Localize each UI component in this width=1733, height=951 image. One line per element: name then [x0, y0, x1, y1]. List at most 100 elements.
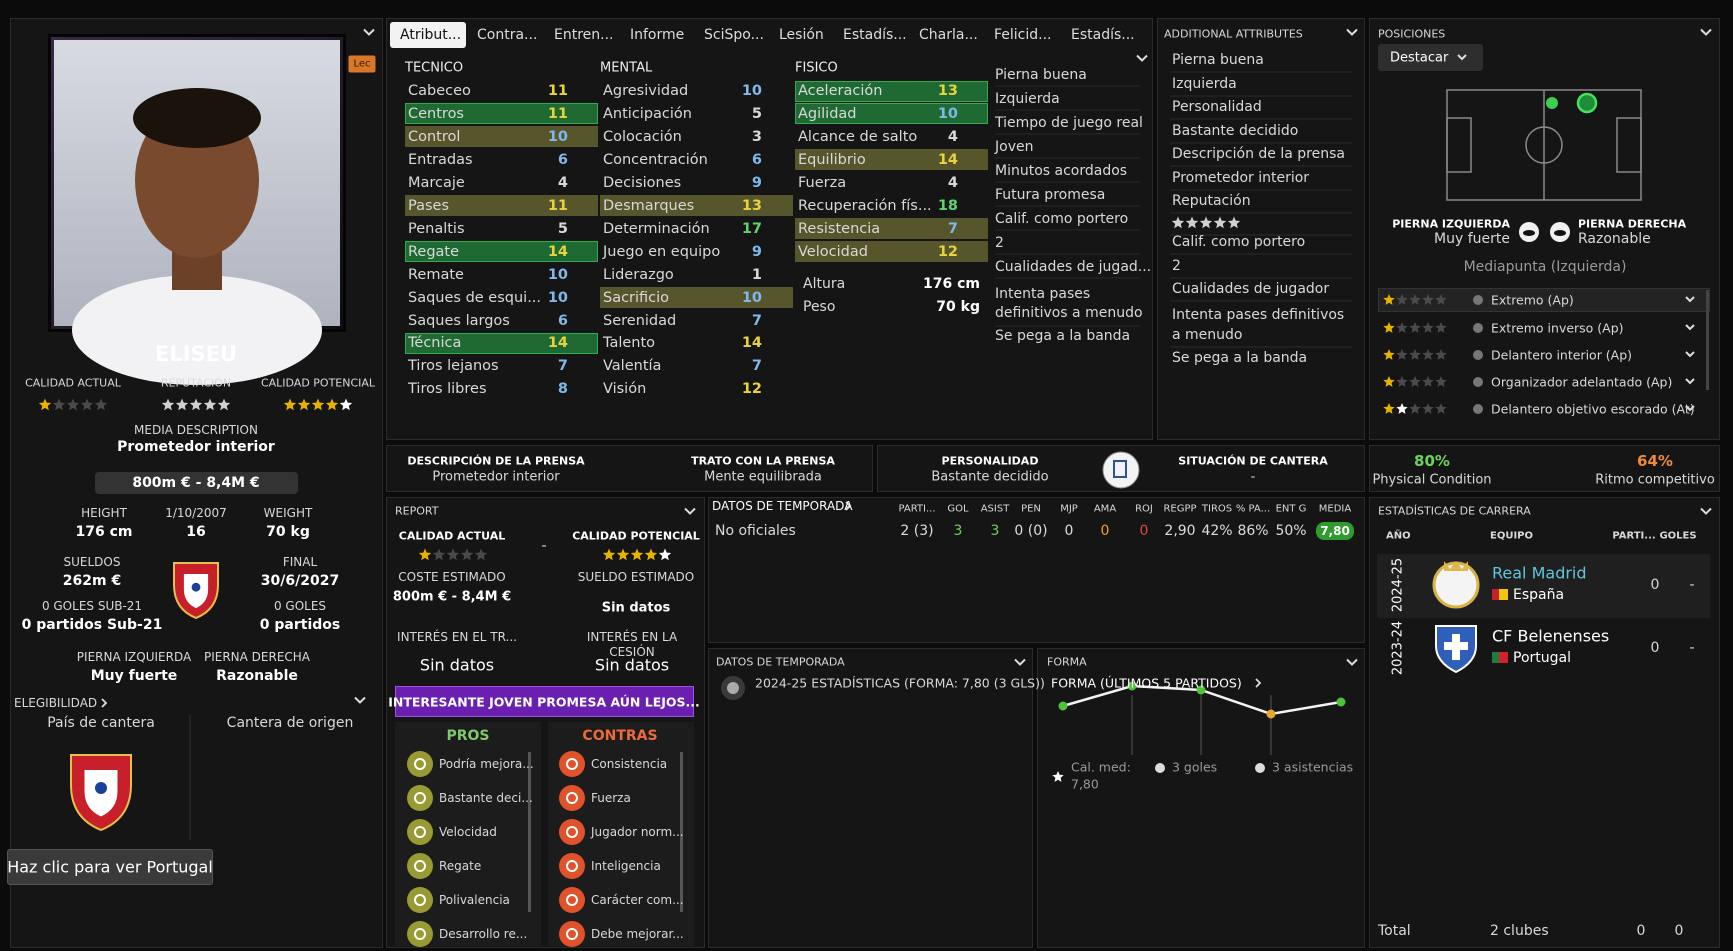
- attribute-value: 17: [741, 220, 762, 237]
- tab-active: [390, 22, 466, 48]
- con-item: Fuerza: [591, 791, 631, 805]
- attribute-value: 9: [751, 243, 762, 260]
- player-name: ELISEU: [154, 342, 238, 366]
- career-total: 0: [1636, 923, 1646, 939]
- photo: [54, 40, 340, 326]
- tab[interactable]: Contra...: [477, 27, 538, 43]
- report-banner: [395, 686, 694, 717]
- attribute-name: Recuperación fís...: [798, 197, 932, 214]
- tab[interactable]: Charla...: [919, 27, 978, 43]
- tab[interactable]: Felicid...: [994, 27, 1052, 43]
- additional-item: Calif. como portero: [1172, 234, 1306, 250]
- attribute-name: Penaltis: [408, 220, 465, 237]
- attribute-note: Intenta pases definitivos a menudo: [995, 286, 1143, 321]
- season-value: 0: [1139, 523, 1149, 539]
- condition-panel: [1369, 445, 1720, 492]
- attribute-name: Decisiones: [603, 174, 682, 191]
- pro-item: Velocidad: [439, 825, 497, 839]
- season-row-label: No oficiales: [715, 523, 796, 539]
- attribute-name: Concentración: [603, 151, 708, 168]
- attribute-name: Talento: [603, 335, 656, 352]
- report-label: SUELDO ESTIMADO: [577, 570, 695, 584]
- eligibility-column: Cantera de origen: [226, 715, 354, 731]
- rating-label: CALIDAD POTENCIAL: [260, 376, 376, 390]
- additional-item: Intenta pases definitivos a menudo: [1172, 307, 1345, 343]
- tooltip: [7, 849, 213, 885]
- attribute-group-title: FISICO: [795, 60, 838, 76]
- attribute-value: 6: [751, 151, 762, 168]
- season-column: MJP: [1060, 503, 1078, 515]
- press-label: DESCRIPCIÓN DE LA PRENSA: [407, 454, 585, 468]
- season-column: PEN: [1021, 503, 1041, 515]
- press-value: Bastante decidido: [931, 469, 1049, 485]
- season-value: 0: [1100, 523, 1110, 539]
- attribute-value: 13: [937, 83, 958, 99]
- position-name: Mediapunta (Izquierda): [1463, 259, 1627, 275]
- form-panel: [1037, 648, 1365, 948]
- tab[interactable]: Estadís...: [843, 27, 907, 43]
- career-season: 2023-24: [1390, 620, 1406, 676]
- foot-label: PIERNA DERECHA: [1578, 217, 1687, 231]
- career-apps: 0: [1650, 577, 1660, 593]
- season-value: 0 (0): [1014, 523, 1048, 539]
- additional-item: Personalidad: [1172, 99, 1262, 115]
- attribute-name: Valentía: [603, 358, 662, 375]
- season-value: 50%: [1275, 523, 1307, 539]
- season-value: 2 (3): [900, 523, 934, 539]
- rating-label: REPUTACIÓN: [160, 376, 232, 390]
- career-apps: 0: [1650, 640, 1660, 656]
- attribute-value: 13: [741, 197, 762, 214]
- press-value: Mente equilibrada: [704, 469, 822, 485]
- press-label: SITUACIÓN DE CANTERA: [1178, 454, 1328, 468]
- attribute-value: 14: [547, 243, 568, 260]
- attribute-highlight: [600, 195, 793, 217]
- tab[interactable]: Lesión: [779, 27, 824, 43]
- attribute-note: Minutos acordados: [995, 163, 1128, 179]
- tab[interactable]: SciSpo...: [704, 27, 764, 43]
- foot-value: Razonable: [1578, 231, 1651, 247]
- additional-item: Izquierda: [1172, 76, 1237, 92]
- season-value: 0: [1064, 523, 1074, 539]
- fact-label: 0 GOLES: [273, 599, 327, 613]
- body-value: 70 kg: [936, 299, 980, 315]
- career-column: AÑO: [1386, 530, 1411, 542]
- report-value: 800m € - 8,4M €: [392, 589, 512, 605]
- attribute-value: 1: [751, 266, 762, 283]
- attribute-highlight: [405, 332, 598, 354]
- season-column: ASIST: [980, 503, 1010, 515]
- attribute-value: 10: [741, 83, 762, 99]
- fact-label: WEIGHT: [263, 506, 313, 520]
- role-name[interactable]: Organizador adelantado (Ap): [1491, 374, 1673, 390]
- attribute-note: Calif. como portero: [995, 211, 1129, 227]
- press-panel: [386, 445, 873, 492]
- tab[interactable]: Informe: [630, 27, 685, 43]
- attribute-highlight: [795, 103, 988, 125]
- role-name[interactable]: Extremo inverso (Ap): [1491, 320, 1624, 336]
- attribute-name: Determinación: [603, 220, 710, 237]
- role-name[interactable]: Extremo (Ap): [1491, 292, 1574, 308]
- club-name[interactable]: CF Belenenses: [1492, 626, 1610, 646]
- attribute-name: Aceleración: [798, 83, 883, 99]
- role-name[interactable]: Delantero interior (Ap): [1491, 347, 1633, 363]
- attribute-value: 6: [557, 151, 568, 168]
- panel-title: ADDITIONAL ATTRIBUTES: [1164, 27, 1303, 41]
- fact-value: 176 cm: [75, 524, 133, 540]
- tab[interactable]: Estadís...: [1071, 27, 1135, 43]
- attribute-value: 10: [937, 105, 958, 122]
- role-name[interactable]: Delantero objetivo escorado (At): [1491, 401, 1695, 417]
- form-stat: Cal. med:: [1071, 759, 1131, 775]
- additional-item: Prometedor interior: [1172, 170, 1310, 186]
- tab[interactable]: Atribut...: [400, 27, 462, 43]
- eligibility-title[interactable]: ELEGIBILIDAD: [14, 696, 98, 710]
- attribute-note: Pierna buena: [995, 67, 1087, 83]
- tab[interactable]: Entren...: [554, 27, 614, 43]
- attribute-name: Visión: [603, 381, 647, 398]
- fact-value: 262m €: [62, 573, 122, 589]
- badge: Lec: [348, 55, 376, 73]
- panel-title: DATOS DE TEMPORADA: [712, 499, 853, 513]
- attribute-value: 7: [751, 358, 762, 375]
- club-name[interactable]: Real Madrid: [1492, 563, 1587, 583]
- highlight-button-label[interactable]: Destacar: [1390, 50, 1449, 66]
- attribute-value: 7: [751, 312, 762, 329]
- additional-panel: [1157, 18, 1365, 440]
